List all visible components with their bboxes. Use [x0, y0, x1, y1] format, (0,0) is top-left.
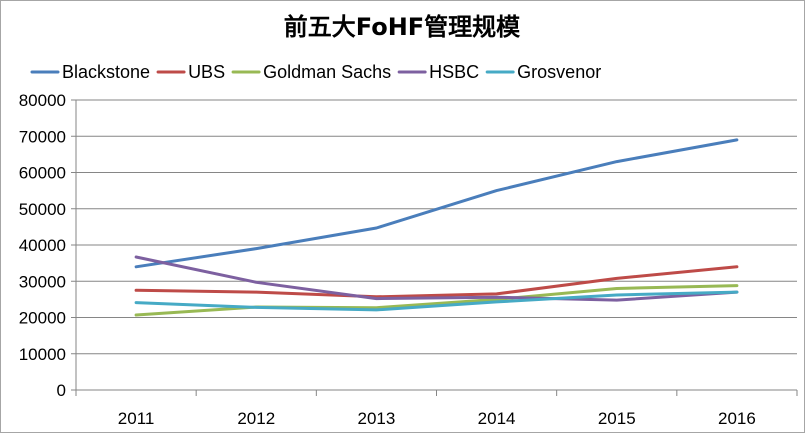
series-line-grosvenor [134, 290, 739, 312]
y-tick-label: 80000 [19, 91, 66, 110]
legend-label-blackstone: Blackstone [62, 62, 150, 82]
series-line-hsbc [134, 255, 739, 302]
y-tick-label: 10000 [19, 345, 66, 364]
legend-label-ubs: UBS [188, 62, 225, 82]
series-line-ubs [134, 265, 739, 299]
y-tick-label: 20000 [19, 309, 66, 328]
y-tick-label: 70000 [19, 127, 66, 146]
legend-label-hsbc: HSBC [429, 62, 479, 82]
legend: Blackstone UBS Goldman Sachs HSBC Grosvenor [30, 62, 601, 82]
x-tick-label: 2014 [478, 409, 516, 428]
y-tick-label: 40000 [19, 236, 66, 255]
y-tick-label: 50000 [19, 200, 66, 219]
series-layer [134, 138, 739, 317]
series-line-goldman-sachs [134, 284, 739, 317]
y-axis: 0 10000 20000 30000 40000 50000 60000 70000 8000… [19, 91, 77, 400]
chart-title: 前五大FoHF管理规模 [284, 13, 521, 41]
gridlines [76, 99, 797, 355]
x-axis: 2011 2012 2013 2014 2015 2016 [75, 389, 798, 428]
x-tick-label: 2011 [118, 409, 155, 428]
legend-label-goldman-sachs: Goldman Sachs [263, 62, 391, 82]
x-tick-label: 2012 [237, 409, 275, 428]
legend-label-grosvenor: Grosvenor [517, 62, 601, 82]
y-tick-label: 0 [57, 381, 66, 400]
x-tick-label: 2013 [358, 409, 396, 428]
y-tick-label: 30000 [19, 272, 66, 291]
x-tick-label: 2016 [718, 409, 756, 428]
series-line-blackstone [134, 138, 739, 269]
y-tick-label: 60000 [19, 164, 66, 183]
x-tick-label: 2015 [598, 409, 636, 428]
